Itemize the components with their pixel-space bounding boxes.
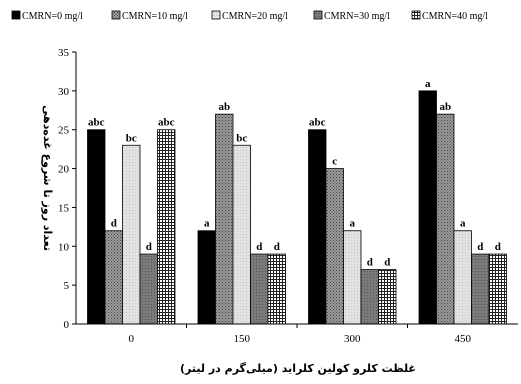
bar-significance-label: a — [204, 218, 210, 230]
bar-significance-label: d — [367, 257, 373, 269]
bar-significance-label: a — [425, 78, 431, 90]
x-tick-label: 0 — [129, 333, 135, 345]
legend-label: CMRN=40 mg/l — [422, 11, 488, 22]
x-tick-label: 450 — [455, 333, 472, 345]
legend: CMRN=0 mg/l CMRN=10 mg/l CMRN=20 mg/l CMRN=… — [11, 10, 488, 22]
legend-label: CMRN=20 mg/l — [222, 11, 288, 22]
bar — [232, 144, 251, 325]
bar-significance-label: abc — [158, 117, 175, 129]
bar — [104, 230, 123, 325]
bar — [250, 253, 269, 325]
bar-significance-label: d — [111, 218, 117, 230]
bar-significance-label: d — [256, 241, 262, 253]
x-tick-label: 150 — [234, 333, 251, 345]
bar-significance-label: d — [495, 241, 501, 253]
legend-label: CMRN=10 mg/l — [122, 11, 188, 22]
bar-significance-label: d — [146, 241, 152, 253]
bar-significance-label: d — [274, 241, 280, 253]
bar — [378, 269, 397, 325]
y-tick-label: 35 — [58, 47, 70, 59]
bar — [436, 113, 455, 325]
bar — [157, 129, 176, 325]
bar-significance-label: a — [460, 218, 466, 230]
bars — [87, 90, 507, 325]
bar — [122, 144, 141, 325]
bar-significance-label: bc — [126, 132, 137, 144]
y-tick-label: 15 — [58, 202, 70, 214]
bar — [325, 168, 344, 325]
bar — [197, 230, 216, 325]
bar-significance-label: d — [384, 257, 390, 269]
bar-significance-label: bc — [236, 132, 247, 144]
bar — [343, 230, 362, 325]
bar-significance-label: ab — [218, 101, 230, 113]
legend-label: CMRN=0 mg/l — [22, 11, 83, 22]
legend-swatch — [111, 10, 121, 20]
legend-swatch — [211, 10, 221, 20]
bar-significance-label: ab — [439, 101, 451, 113]
y-axis-title: تعداد روز تا شروع غده‌دهی — [41, 105, 54, 251]
legend-swatch — [11, 10, 21, 20]
bar — [139, 253, 158, 325]
y-tick-label: 30 — [58, 86, 70, 98]
legend-label: CMRN=30 mg/l — [324, 11, 390, 22]
legend-swatch — [313, 10, 323, 20]
bar-significance-label: c — [332, 156, 337, 168]
bar — [360, 269, 379, 325]
bar — [215, 113, 234, 325]
x-tick-label: 300 — [344, 333, 361, 345]
y-tick-label: 0 — [64, 319, 70, 331]
bar — [453, 230, 472, 325]
bar — [308, 129, 327, 325]
y-tick-label: 5 — [64, 280, 70, 292]
bar — [471, 253, 490, 325]
bar — [267, 253, 286, 325]
y-tick-label: 20 — [58, 164, 70, 176]
y-tick-label: 10 — [58, 241, 70, 253]
legend-swatch — [411, 10, 421, 20]
x-axis-title: غلظت کلرو کولین کلراید (میلی‌گرم در لیتر… — [180, 362, 416, 375]
bar-significance-label: a — [350, 218, 356, 230]
axes: 0 5 10 15 20 25 30 35 0 150 300 450 — [58, 47, 518, 345]
bar-significance-label: abc — [88, 117, 105, 129]
bar — [87, 129, 106, 325]
bar — [488, 253, 507, 325]
bar — [418, 90, 437, 325]
bar-significance-label: d — [477, 241, 483, 253]
y-tick-label: 25 — [58, 125, 70, 137]
bar-significance-label: abc — [309, 117, 326, 129]
